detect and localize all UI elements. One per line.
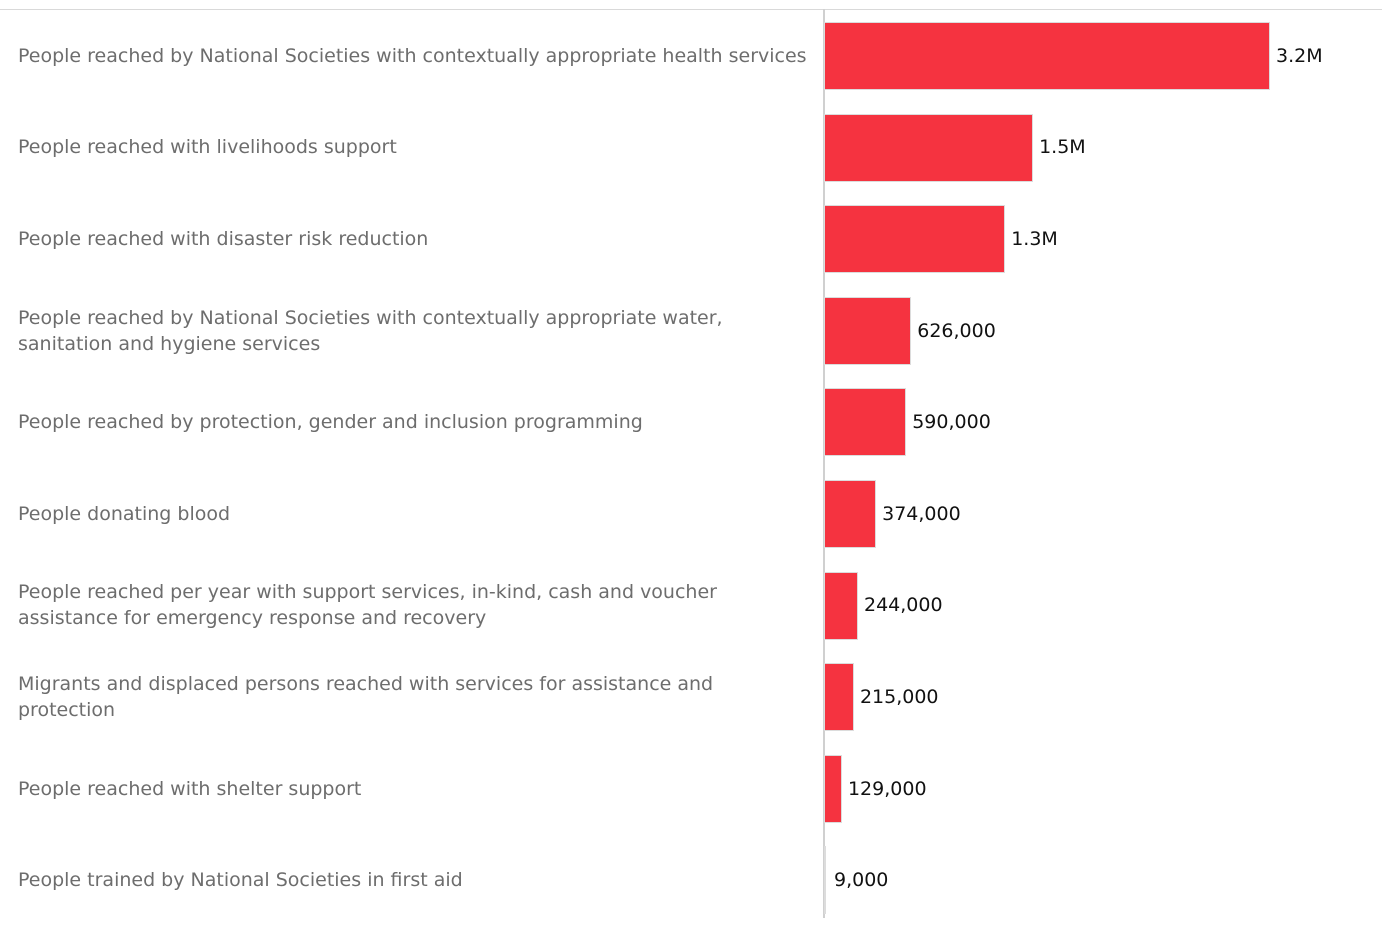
bar xyxy=(824,846,826,915)
chart-row: Migrants and displaced persons reached w… xyxy=(0,651,1382,743)
bar xyxy=(824,663,854,732)
bar xyxy=(824,205,1006,274)
chart-row: People donating blood 374,000 xyxy=(0,468,1382,560)
bar xyxy=(824,388,907,457)
bar xyxy=(824,754,842,823)
chart-row: People reached with livelihoods support 1… xyxy=(0,102,1382,194)
category-label: People reached by National Societies wit… xyxy=(18,306,723,355)
category-label: People reached by protection, gender and… xyxy=(18,411,643,434)
category-label: People trained by National Societies in … xyxy=(18,869,463,892)
bar xyxy=(824,22,1270,90)
value-label: 590,000 xyxy=(912,411,991,434)
chart-row: People reached by National Societies wit… xyxy=(0,10,1382,102)
category-axis-line xyxy=(823,9,825,918)
chart-row: People reached with disaster risk reduct… xyxy=(0,193,1382,285)
category-label: People reached with disaster risk reduct… xyxy=(18,227,429,250)
value-label: 1.3M xyxy=(1011,227,1058,250)
value-label: 3.2M xyxy=(1276,44,1323,67)
bar xyxy=(824,571,858,640)
value-label: 626,000 xyxy=(917,319,996,342)
category-label: People donating blood xyxy=(18,502,231,525)
top-rule xyxy=(0,9,1382,10)
chart-row: People trained by National Societies in … xyxy=(0,834,1382,926)
category-label: People reached with livelihoods support xyxy=(18,136,397,159)
value-label: 1.5M xyxy=(1039,136,1086,159)
chart-row: People reached by National Societies wit… xyxy=(0,285,1382,377)
value-label: 374,000 xyxy=(882,502,961,525)
value-label: 9,000 xyxy=(834,869,889,892)
category-label: People reached per year with support ser… xyxy=(18,581,717,630)
value-label: 244,000 xyxy=(864,594,943,617)
bar xyxy=(824,113,1034,182)
category-label: People reached with shelter support xyxy=(18,777,362,800)
chart-row: People reached with shelter support 129,0… xyxy=(0,743,1382,835)
category-label: Migrants and displaced persons reached w… xyxy=(18,672,714,721)
value-label: 129,000 xyxy=(847,777,927,800)
bar xyxy=(824,480,877,548)
category-label: People reached by National Societies wit… xyxy=(18,44,807,67)
chart-row: People reached per year with support ser… xyxy=(0,560,1382,652)
value-label: 215,000 xyxy=(859,685,939,708)
chart-row: People reached by protection, gender and… xyxy=(0,376,1382,468)
bar xyxy=(824,296,912,365)
